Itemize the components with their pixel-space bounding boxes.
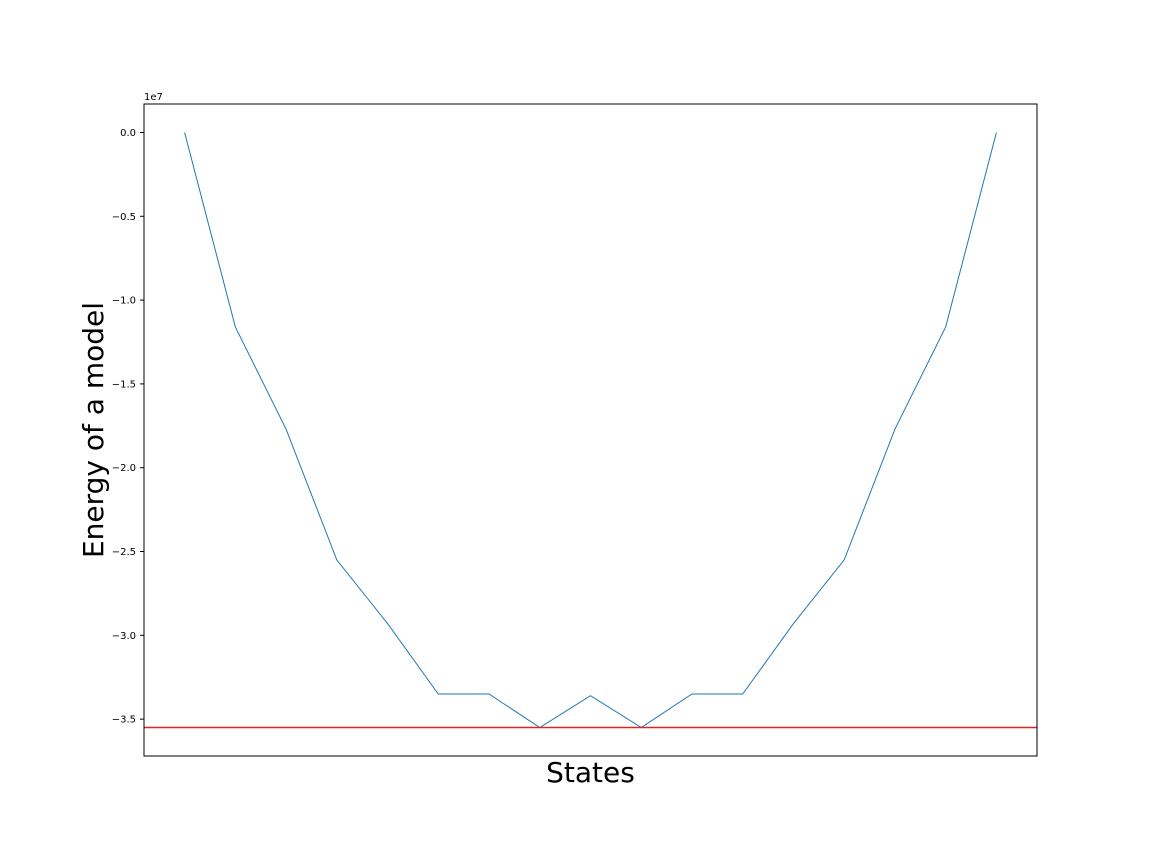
y-tick-label: −1.5 (112, 379, 136, 390)
y-axis-label: Energy of a model (77, 302, 110, 558)
y-tick-label: −2.0 (112, 463, 136, 474)
y-tick-label: −3.0 (112, 631, 136, 642)
axes-frame (143, 103, 1038, 757)
y-tick-label: −1.0 (112, 296, 136, 307)
series-line-0 (184, 132, 997, 729)
plot-content (144, 132, 1037, 729)
x-axis-label: States (546, 756, 635, 789)
y-tick-label: −2.5 (112, 547, 136, 558)
y-axis-ticks: 0.0 −0.5 −1.0 −1.5 −2.0 −2.5 −3.0 −3.5 (112, 128, 144, 726)
y-offset-text: 1e7 (144, 92, 163, 103)
y-tick-label: 0.0 (120, 128, 136, 139)
y-tick-label: −0.5 (112, 212, 136, 223)
y-tick-label: −3.5 (112, 715, 136, 726)
